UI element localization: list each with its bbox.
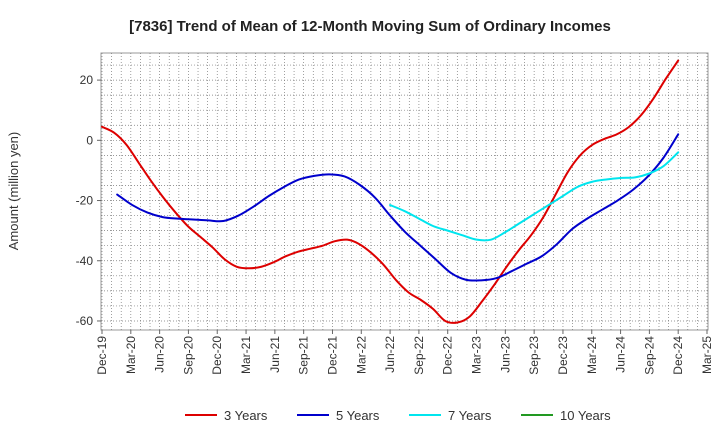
x-tick-label: Sep-24	[642, 336, 656, 375]
x-tick-label: Jun-23	[498, 336, 512, 373]
legend-label: 7 Years	[448, 408, 492, 423]
series-line-5-years	[116, 133, 680, 282]
x-tick-label: Mar-25	[700, 336, 714, 374]
y-tick-label: -20	[76, 194, 94, 208]
y-tick-label: 20	[80, 73, 94, 87]
y-tick-label: -40	[76, 254, 94, 268]
series-line-7-years	[389, 151, 680, 242]
y-axis-label: Amount (million yen)	[6, 132, 21, 251]
x-tick-label: Mar-20	[124, 336, 138, 374]
series-group	[101, 59, 680, 324]
y-tick-label: -60	[76, 314, 94, 328]
x-tick-label: Jun-24	[614, 336, 628, 373]
legend-label: 5 Years	[336, 408, 380, 423]
y-axis: 20 0 -20 -40 -60	[76, 73, 101, 328]
x-tick-label: Mar-21	[239, 336, 253, 374]
x-tick-label: Dec-20	[210, 336, 224, 375]
legend-label: 3 Years	[224, 408, 268, 423]
legend-label: 10 Years	[560, 408, 611, 423]
x-tick-label: Dec-22	[441, 336, 455, 375]
x-tick-label: Jun-21	[268, 336, 282, 373]
legend: 3 Years 5 Years 7 Years 10 Years	[185, 408, 611, 423]
x-tick-label: Dec-21	[325, 336, 339, 375]
chart-title: [7836] Trend of Mean of 12-Month Moving …	[129, 18, 611, 35]
x-tick-label: Sep-21	[297, 336, 311, 375]
x-tick-label: Dec-23	[556, 336, 570, 375]
x-tick-label: Jun-20	[153, 336, 167, 373]
x-tick-label: Jun-22	[383, 336, 397, 373]
x-tick-label: Sep-23	[527, 336, 541, 375]
x-axis: Dec-19 Mar-20 Jun-20 Sep-20 Dec-20 Mar-21 Jun-…	[95, 330, 714, 375]
x-tick-label: Mar-23	[470, 336, 484, 374]
x-tick-label: Sep-20	[181, 336, 195, 375]
x-tick-label: Mar-22	[354, 336, 368, 374]
plot-area	[100, 52, 709, 331]
x-tick-label: Dec-24	[671, 336, 685, 375]
y-tick-label: 0	[86, 133, 93, 147]
x-tick-label: Sep-22	[412, 336, 426, 375]
x-tick-label: Mar-24	[585, 336, 599, 374]
series-line-3-years	[101, 59, 680, 324]
x-tick-label: Dec-19	[95, 336, 109, 375]
